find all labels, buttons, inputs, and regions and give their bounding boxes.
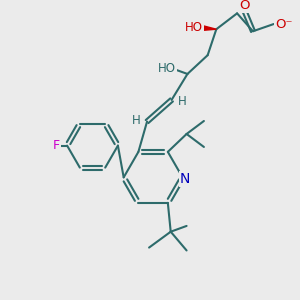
Text: O⁻: O⁻: [275, 17, 293, 31]
Text: N: N: [180, 172, 190, 186]
Text: O: O: [239, 0, 250, 12]
Text: HO: HO: [158, 62, 176, 75]
Text: HO: HO: [185, 21, 203, 34]
Text: H: H: [178, 95, 187, 108]
Text: F: F: [52, 139, 60, 152]
Polygon shape: [199, 25, 216, 31]
Text: H: H: [132, 114, 140, 127]
